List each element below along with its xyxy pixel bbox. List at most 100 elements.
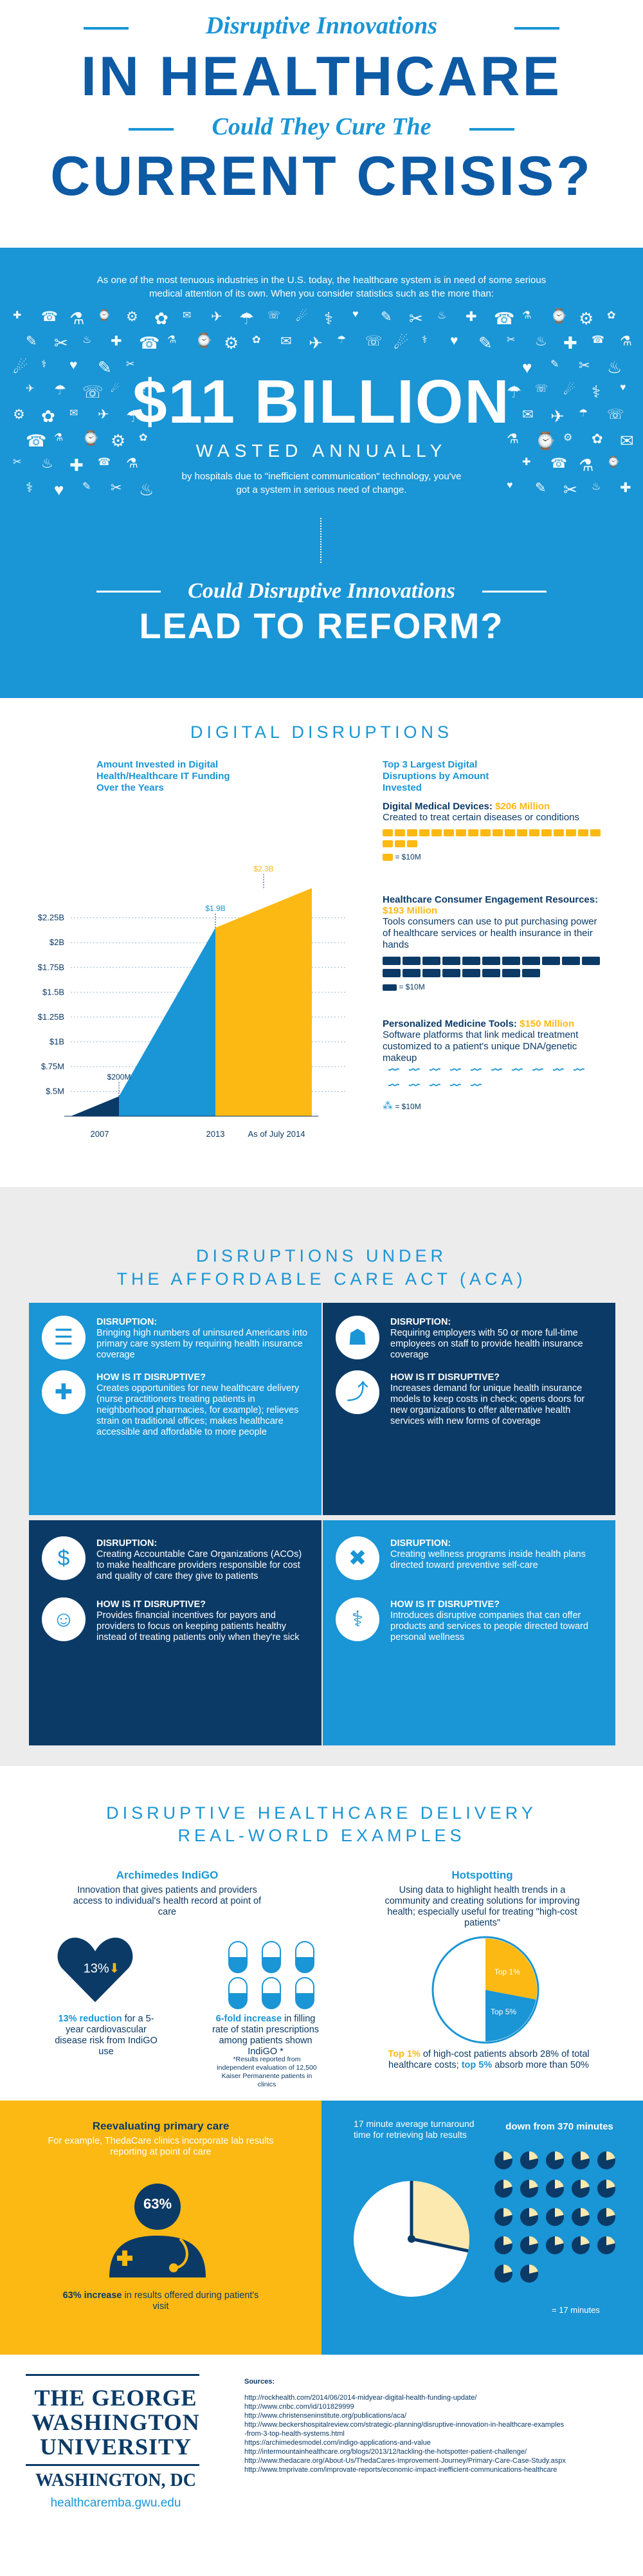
item-devices: Digital Medical Devices: $206 Million Cr…	[383, 801, 608, 863]
pill-grid	[228, 1941, 325, 2012]
heart-icon: ♥	[352, 309, 359, 320]
dna-icon: ⁂	[383, 1101, 393, 1112]
stat-top5: top 5%	[461, 2060, 493, 2070]
watch-icon: ⌚	[195, 333, 213, 348]
bandage-icon: ✖	[336, 1536, 379, 1580]
area-segment-2014	[215, 888, 312, 1116]
stat2-bold: 6-fold increase	[215, 2014, 282, 2024]
steam-icon: ♨	[592, 481, 601, 492]
divider	[84, 27, 129, 30]
pen-icon: ✎	[550, 359, 559, 370]
heart-value: 13%	[83, 1962, 109, 1976]
how-head: HOW IS IT DISRUPTIVE?	[96, 1599, 206, 1610]
card-icon	[442, 957, 460, 965]
item-amount: $206 Million	[495, 801, 550, 812]
source-link[interactable]: http://www.cnbc.com/id/101829999	[244, 2403, 354, 2411]
header-line-2: IN HEALTHCARE	[81, 46, 562, 107]
how-text: Introduces disruptive companies that can…	[390, 1610, 588, 1642]
mini-clock-icon	[546, 2236, 564, 2254]
divider	[26, 2464, 199, 2466]
primary-desc: For example, ThedaCare clinics incorpora…	[48, 2136, 274, 2157]
divider	[469, 128, 514, 131]
watch-icon: ⌚	[550, 309, 568, 324]
area-segment-2007	[71, 1096, 119, 1116]
card-icon	[482, 957, 500, 965]
plane-icon: ✈	[26, 383, 35, 394]
delivery-section: DISRUPTIVE HEALTHCARE DELIVERY REAL-WORL…	[0, 1766, 643, 2101]
section-title-1: DISRUPTIVE HEALTHCARE DELIVERY	[106, 1803, 537, 1823]
hero-detail: by hospitals due to "inefficient communi…	[181, 471, 462, 495]
card-icon	[522, 969, 540, 977]
dna-icon: ⌇	[426, 1081, 442, 1089]
cross-icon: ✚	[522, 457, 531, 468]
how-text: Increases demand for unique health insur…	[390, 1383, 585, 1426]
source-link[interactable]: http://www.thedacare.org/About-Us/ThedaC…	[244, 2457, 566, 2465]
badge-value: 63%	[143, 2196, 172, 2212]
caduceus-icon: ⚕	[139, 383, 147, 398]
plane-icon: ✈	[98, 407, 109, 422]
down-text: down from 370 minutes	[505, 2121, 613, 2132]
mini-clock-icon	[520, 2208, 538, 2226]
gear-icon: ⚙	[224, 333, 239, 353]
scissors-icon: ✂	[126, 359, 135, 370]
cross-icon: ✚	[111, 334, 122, 349]
header-line-4: CURRENT CRISIS?	[50, 145, 593, 207]
primary-stat: in results offered during patient's visi…	[122, 2290, 259, 2312]
mail-icon: ✉	[522, 407, 534, 422]
source-link[interactable]: https://archimedesmodel.com/indigo-appli…	[244, 2439, 431, 2447]
aca-box-4: ✖ DISRUPTION: Creating wellness programs …	[323, 1520, 615, 1745]
item-medicine: Personalized Medicine Tools: $150 Millio…	[383, 1018, 608, 1112]
uni-line-1: THE GEORGE	[34, 2385, 197, 2411]
medicine-bottle-icon: ⚕	[336, 1597, 379, 1641]
device-icon	[505, 829, 515, 836]
source-link[interactable]: http://intermountainhealthcare.org/blogs…	[244, 2448, 527, 2456]
how-text: Provides financial incentives for payors…	[96, 1610, 300, 1642]
y-tick-label: $1.75B	[38, 962, 64, 972]
footer: THE GEORGE WASHINGTON UNIVERSITY WASHING…	[0, 2355, 643, 2576]
steam-icon: ♨	[41, 456, 53, 471]
source-link[interactable]: http://www.beckershospitalreview.com/str…	[244, 2421, 565, 2429]
steam-icon: ♨	[607, 358, 622, 377]
heart-icon: ♥	[54, 480, 64, 499]
how-text: Creates opportunities for new healthcare…	[96, 1383, 300, 1437]
how-head: HOW IS IT DISRUPTIVE?	[390, 1599, 500, 1610]
nurse-icon: ✚	[42, 1370, 86, 1414]
mail-icon: ✉	[620, 431, 634, 450]
watch-icon: ⌚	[82, 431, 100, 446]
stat-text-b: absorb more than 50%	[492, 2060, 589, 2070]
source-link[interactable]: http://rockhealth.com/2014/06/2014-midye…	[244, 2394, 477, 2402]
device-icon	[517, 829, 527, 836]
phone-icon: ☏	[607, 407, 624, 422]
legend: = $10M	[395, 1102, 421, 1111]
device-icon	[444, 829, 454, 836]
checklist-icon: ☰	[42, 1316, 86, 1359]
source-link[interactable]: http://www.christenseninstitute.org/publ…	[244, 2412, 406, 2420]
hotspotting-desc: Using data to highlight health trends in…	[385, 1885, 580, 1928]
divider	[26, 2374, 199, 2376]
item-desc: Software platforms that link medical tre…	[383, 1029, 579, 1063]
source-link[interactable]: -from-3-top-health-systems.html	[244, 2430, 345, 2438]
source-link[interactable]: http://www.tmprivate.com/improvate-repor…	[244, 2466, 557, 2474]
y-tick-label: $.5M	[46, 1086, 64, 1096]
device-icon	[590, 829, 601, 836]
x-tick-label: As of July 2014	[248, 1129, 305, 1139]
data-label: $2.3B	[253, 864, 273, 873]
dna-icon: ⌇	[570, 1066, 586, 1073]
card-icon	[383, 984, 397, 991]
flower-icon: ✿	[252, 335, 261, 345]
aca-section: DISRUPTIONS UNDER THE AFFORDABLE CARE AC…	[0, 1187, 643, 1766]
pictogram-medicine: ⌇ ⌇ ⌇ ⌇ ⌇ ⌇ ⌇ ⌇ ⌇ ⌇⌇ ⌇ ⌇ ⌇ ⌇	[383, 1066, 608, 1099]
y-tick-label: $1.25B	[38, 1012, 64, 1022]
flower-icon: ✿	[154, 309, 168, 328]
mini-clock-icon	[546, 2180, 564, 2198]
card-icon	[442, 969, 460, 977]
gear-icon: ⚙	[579, 309, 594, 328]
how-head: HOW IS IT DISRUPTIVE?	[96, 1372, 206, 1383]
clock-center	[408, 2235, 415, 2243]
heart-icon: ♥	[450, 333, 458, 348]
dna-icon: ⌇	[488, 1066, 504, 1073]
flower-icon: ✿	[607, 310, 616, 321]
stat1-bold: 13% reduction	[58, 2014, 122, 2024]
website-link[interactable]: healthcaremba.gwu.edu	[50, 2496, 181, 2510]
umbrella-icon: ☂	[579, 408, 588, 419]
